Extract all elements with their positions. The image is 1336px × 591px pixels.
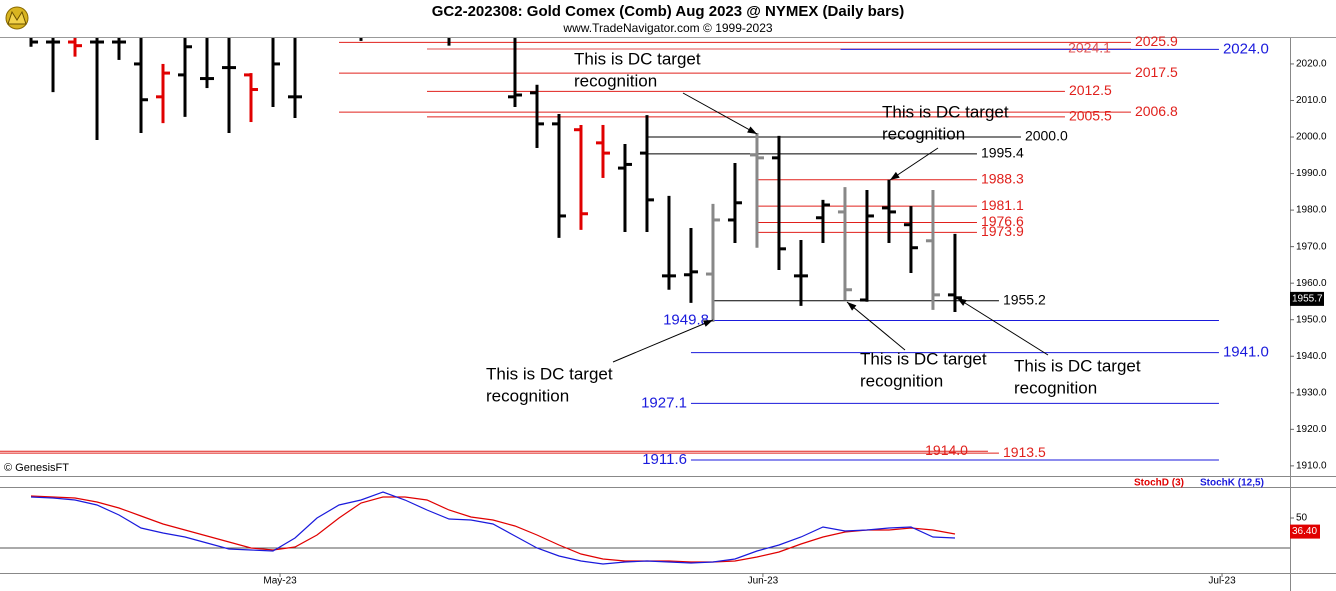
last-value-label: 36.40	[1292, 526, 1317, 537]
y-tick-label: 1920.0	[1296, 424, 1327, 435]
level-label: 2025.9	[1135, 33, 1178, 49]
annotation-arrowhead	[957, 298, 967, 306]
level-label: 2024.1	[1068, 40, 1111, 56]
annotation-text: This is DC target	[1014, 356, 1141, 375]
level-label: 2006.8	[1135, 103, 1178, 119]
level-label: 2024.0	[1223, 40, 1269, 57]
annotation-arrow	[682, 92, 758, 135]
level-label: 1955.2	[1003, 291, 1046, 307]
y-tick-label: 50	[1296, 513, 1308, 524]
x-tick-label: Jul-23	[1208, 576, 1236, 587]
annotation-arrow	[612, 319, 714, 363]
annotation-arrowhead	[747, 126, 757, 134]
annotation-arrowhead	[890, 171, 900, 180]
annotation-text: recognition	[882, 124, 965, 143]
annotation-arrow	[889, 147, 939, 181]
level-label: 2017.5	[1135, 64, 1178, 80]
y-tick-label: 1910.0	[1296, 461, 1327, 472]
annotation-text: This is DC target	[860, 349, 987, 368]
annotation-arrow	[846, 301, 906, 351]
level-label: 1949.8	[663, 311, 709, 328]
x-tick-label: May-23	[263, 576, 297, 587]
level-label: 1913.5	[1003, 444, 1046, 460]
level-label: 1976.6	[981, 213, 1024, 229]
annotation-text: recognition	[1014, 378, 1097, 397]
level-label: 2000.0	[1025, 128, 1068, 144]
stoch-line	[30, 495, 956, 563]
y-tick-label: 1970.0	[1296, 241, 1327, 252]
level-label: 1914.0	[925, 442, 968, 458]
level-label: 1988.3	[981, 170, 1024, 186]
annotation-text: This is DC target	[574, 49, 701, 68]
legend-entry: StochK (12,5)	[1200, 478, 1264, 489]
level-label: 1927.1	[641, 394, 687, 411]
level-label: 2005.5	[1069, 108, 1112, 124]
price-plot	[0, 38, 1219, 461]
annotation-text: recognition	[860, 371, 943, 390]
chart-title: GC2-202308: Gold Comex (Comb) Aug 2023 @…	[432, 3, 905, 20]
y-tick-label: 2000.0	[1296, 132, 1327, 143]
last-value-box	[1290, 524, 1320, 539]
annotation-text: This is DC target	[486, 364, 613, 383]
annotation-text: recognition	[486, 386, 569, 405]
last-price-label: 1955.7	[1292, 294, 1323, 305]
y-tick-label: 1990.0	[1296, 168, 1327, 179]
level-label: 1981.1	[981, 197, 1024, 213]
logo	[5, 6, 29, 30]
annotation-text: This is DC target	[882, 102, 1009, 121]
level-label: 2012.5	[1069, 82, 1112, 98]
legend-entry: StochD (3)	[1134, 478, 1184, 489]
y-tick-label: 1950.0	[1296, 314, 1327, 325]
y-tick-label: 1980.0	[1296, 205, 1327, 216]
level-label: 1973.9	[981, 223, 1024, 239]
credit: © GenesisFT	[4, 462, 69, 474]
y-tick-label: 1940.0	[1296, 351, 1327, 362]
annotation-arrowhead	[847, 302, 857, 311]
y-tick-label: 2020.0	[1296, 59, 1327, 70]
stoch-plot	[0, 491, 1290, 565]
level-label: 1995.4	[981, 145, 1024, 161]
x-tick-label: Jun-23	[748, 576, 779, 587]
price-overlay: 1910.0 1920.0 1930.0 1940.0 1950.0 1960.0 1970…	[486, 33, 1327, 471]
annotation-arrow	[956, 297, 1049, 356]
y-tick-label: 2010.0	[1296, 95, 1327, 106]
annotation-arrowhead	[703, 320, 713, 327]
level-label: 1911.6	[642, 451, 687, 468]
level-label: 1941.0	[1223, 344, 1269, 361]
annotation-text: recognition	[574, 71, 657, 90]
y-tick-label: 1930.0	[1296, 387, 1327, 398]
stoch-line	[30, 491, 956, 565]
stoch-overlay: 50 StochD (3) StochK (12,5) 36.40 May-23 Jun-…	[263, 478, 1320, 587]
last-price-box	[1290, 291, 1324, 306]
chart-subtitle: www.TradeNavigator.com © 1999-2023	[562, 21, 772, 35]
y-tick-label: 1960.0	[1296, 278, 1327, 289]
